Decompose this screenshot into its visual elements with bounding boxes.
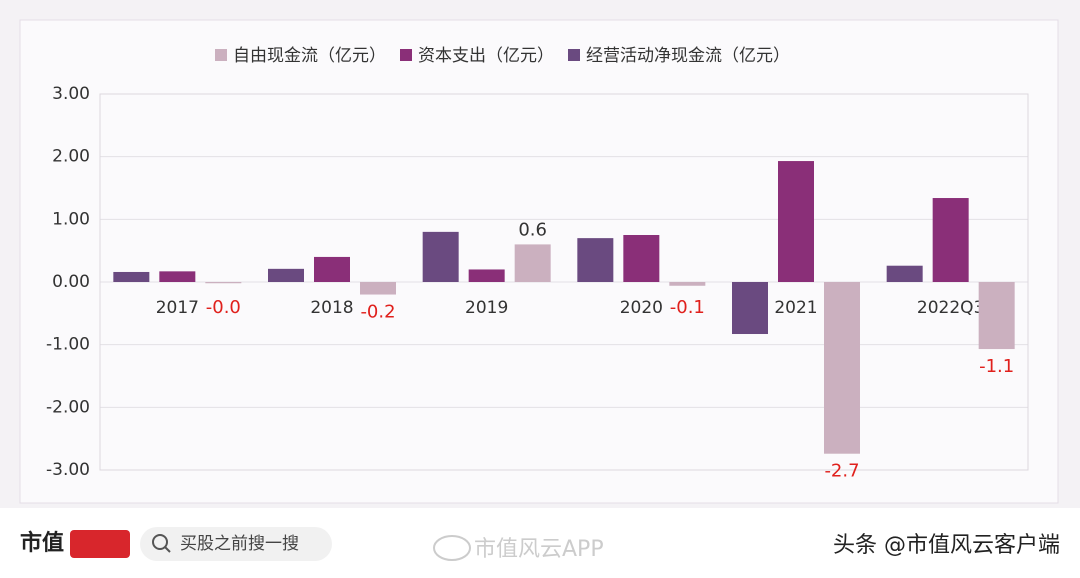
y-tick-label: 2.00 <box>52 147 90 167</box>
weibo-text: 市值风云APP <box>474 537 604 562</box>
toutiao-text: 头条 @市值风云客户端 <box>833 533 1060 558</box>
x-tick-label: 2022Q3 <box>917 298 984 318</box>
legend-label: 经营活动净现金流（亿元） <box>586 46 790 66</box>
data-label: -1.1 <box>979 356 1014 377</box>
bar <box>932 198 969 282</box>
bar <box>468 269 505 282</box>
x-tick-label: 2020 <box>620 298 663 318</box>
logo: 市值 <box>20 530 64 556</box>
bar <box>205 282 242 284</box>
plot-border <box>99 93 1029 471</box>
bar <box>824 282 860 454</box>
search-box[interactable] <box>140 527 332 561</box>
bar <box>360 282 396 295</box>
bar <box>268 268 304 282</box>
x-tick-label: 2017 <box>156 298 199 318</box>
legend-swatch <box>568 49 580 61</box>
y-tick-label: 1.00 <box>52 209 90 229</box>
bar <box>314 256 350 282</box>
legend-label: 自由现金流（亿元） <box>233 46 386 66</box>
bar <box>732 282 768 335</box>
bar <box>886 265 923 282</box>
bar <box>113 271 150 282</box>
y-tick-label: -3.00 <box>46 460 90 480</box>
data-label: 0.6 <box>518 219 547 240</box>
bar <box>577 238 614 282</box>
search-icon <box>164 546 171 553</box>
x-tick-label: 2021 <box>774 298 817 318</box>
bar <box>669 282 706 286</box>
data-label: -0.2 <box>360 302 395 323</box>
y-tick-label: 0.00 <box>52 272 90 292</box>
x-tick-label: 2018 <box>310 298 353 318</box>
bar <box>623 235 660 282</box>
bar <box>422 231 459 282</box>
bar <box>514 244 551 282</box>
legend-swatch <box>215 49 227 61</box>
y-tick-label: 3.00 <box>52 84 90 104</box>
y-tick-label: -2.00 <box>46 397 90 417</box>
data-label: -0.1 <box>670 297 705 318</box>
weibo-icon <box>433 535 471 561</box>
data-label: -0.0 <box>206 297 241 318</box>
y-tick-label: -1.00 <box>46 335 90 355</box>
legend-label: 资本支出（亿元） <box>418 46 554 66</box>
x-tick-label: 2019 <box>465 298 508 318</box>
bar <box>159 271 196 282</box>
data-label: -2.7 <box>824 461 859 482</box>
legend-swatch <box>400 49 412 61</box>
bar <box>978 282 1015 350</box>
logo-mark <box>70 530 130 558</box>
bar <box>778 161 814 282</box>
search-text: 买股之前搜一搜 <box>180 534 299 554</box>
search-icon <box>152 534 168 550</box>
